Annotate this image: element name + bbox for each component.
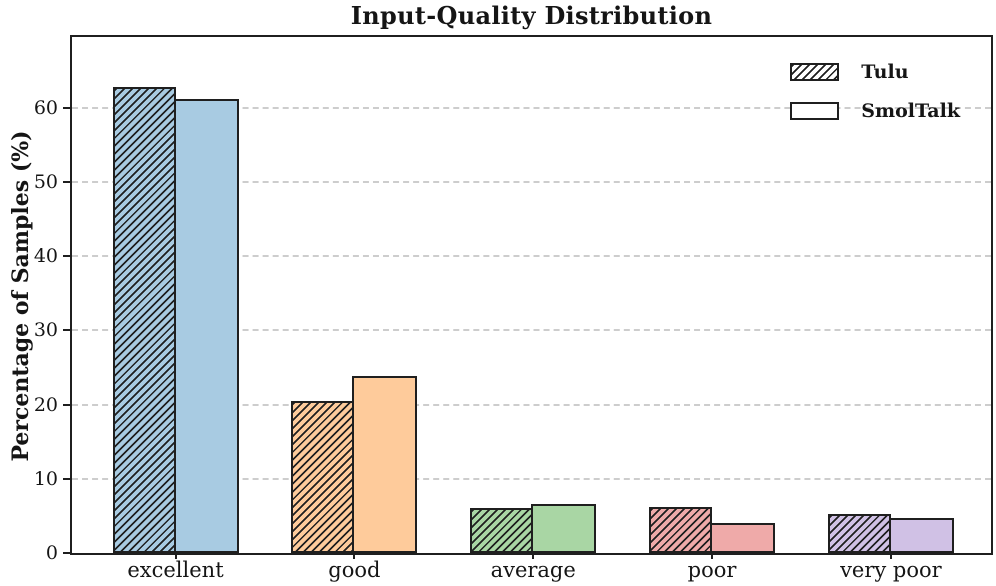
legend-item-tulu: Tulu: [790, 61, 960, 83]
gridline-30: [72, 329, 991, 332]
bar-tulu-average: [470, 508, 534, 553]
x-tick-mark-4: [889, 553, 892, 559]
x-tick-mark-1: [353, 553, 356, 559]
bar-smoltalk-good: [352, 376, 418, 553]
x-tick-mark-2: [532, 553, 535, 559]
y-tick-mark-60: [63, 106, 70, 109]
y-tick-label-20: 20: [33, 393, 58, 416]
bar-tulu-very-poor: [827, 514, 891, 553]
chart-title: Input-Quality Distribution: [350, 1, 713, 30]
x-tick-mark-3: [711, 553, 714, 559]
x-tick-label-1: good: [328, 558, 381, 582]
gridline-60: [72, 106, 991, 109]
y-tick-mark-50: [63, 180, 70, 183]
y-tick-mark-0: [63, 552, 70, 554]
y-tick-label-30: 30: [33, 319, 58, 342]
plot-area: Tulu SmolTalk: [70, 35, 993, 555]
legend-swatch-smoltalk: [790, 102, 840, 120]
y-tick-mark-20: [63, 403, 70, 406]
bar-smoltalk-poor: [710, 523, 776, 553]
y-tick-label-10: 10: [33, 467, 58, 490]
bar-smoltalk-average: [531, 504, 597, 553]
x-tick-label-0: excellent: [127, 558, 224, 582]
legend-label-smoltalk: SmolTalk: [861, 100, 960, 122]
bar-tulu-poor: [649, 507, 713, 553]
gridline-50: [72, 180, 991, 183]
gridline-10: [72, 477, 991, 480]
legend: Tulu SmolTalk: [790, 61, 960, 139]
bar-smoltalk-excellent: [173, 99, 239, 553]
x-tick-label-2: average: [490, 558, 576, 582]
y-tick-label-50: 50: [33, 170, 58, 193]
bar-tulu-good: [291, 401, 355, 553]
bar-tulu-excellent: [112, 87, 176, 553]
x-tick-mark-0: [174, 553, 177, 559]
gridline-20: [72, 403, 991, 406]
y-tick-label-0: 0: [45, 542, 58, 564]
legend-label-tulu: Tulu: [861, 61, 909, 83]
y-tick-mark-10: [63, 477, 70, 480]
legend-item-smoltalk: SmolTalk: [790, 100, 960, 122]
x-tick-label-3: poor: [687, 558, 737, 582]
y-tick-mark-40: [63, 255, 70, 258]
bar-smoltalk-very-poor: [888, 518, 954, 553]
legend-swatch-tulu-hatched: [790, 63, 840, 81]
x-tick-label-4: very poor: [840, 558, 942, 582]
y-tick-mark-30: [63, 329, 70, 332]
y-tick-label-40: 40: [33, 245, 58, 268]
y-tick-label-60: 60: [33, 96, 58, 119]
gridline-40: [72, 255, 991, 258]
